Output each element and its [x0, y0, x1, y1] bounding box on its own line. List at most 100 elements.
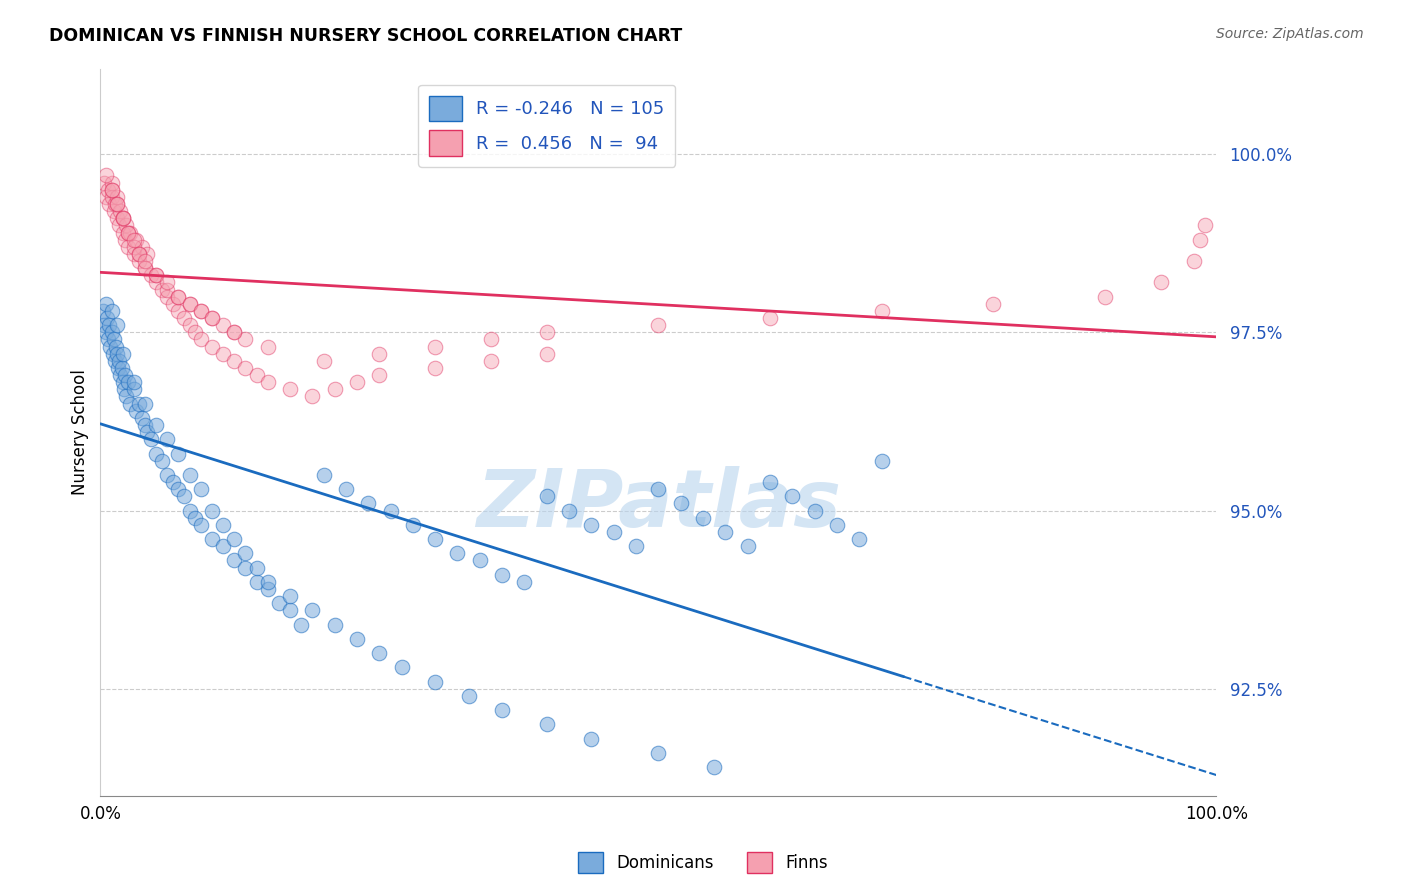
- Point: [335, 482, 357, 496]
- Point: [536, 489, 558, 503]
- Point: [128, 254, 150, 268]
- Point: [145, 276, 167, 290]
- Point: [278, 589, 301, 603]
- Point: [703, 760, 725, 774]
- Point: [368, 368, 391, 383]
- Point: [446, 546, 468, 560]
- Point: [103, 204, 125, 219]
- Point: [759, 311, 782, 326]
- Point: [105, 347, 128, 361]
- Point: [114, 233, 136, 247]
- Point: [94, 297, 117, 311]
- Point: [782, 489, 804, 503]
- Point: [647, 746, 669, 760]
- Point: [117, 376, 139, 390]
- Point: [848, 532, 870, 546]
- Point: [105, 211, 128, 226]
- Point: [201, 503, 224, 517]
- Point: [100, 183, 122, 197]
- Point: [536, 347, 558, 361]
- Point: [115, 389, 138, 403]
- Point: [101, 347, 124, 361]
- Point: [162, 297, 184, 311]
- Point: [312, 467, 335, 482]
- Point: [536, 326, 558, 340]
- Point: [201, 311, 224, 326]
- Point: [278, 383, 301, 397]
- Point: [346, 376, 368, 390]
- Point: [212, 318, 235, 333]
- Point: [93, 176, 115, 190]
- Point: [139, 432, 162, 446]
- Legend: Dominicans, Finns: Dominicans, Finns: [571, 846, 835, 880]
- Point: [105, 318, 128, 333]
- Point: [491, 703, 513, 717]
- Text: Source: ZipAtlas.com: Source: ZipAtlas.com: [1216, 27, 1364, 41]
- Point: [179, 318, 201, 333]
- Point: [134, 261, 156, 276]
- Point: [402, 517, 425, 532]
- Point: [104, 340, 127, 354]
- Point: [173, 489, 195, 503]
- Point: [278, 603, 301, 617]
- Point: [603, 524, 626, 539]
- Point: [491, 567, 513, 582]
- Point: [235, 361, 257, 376]
- Point: [93, 318, 115, 333]
- Point: [246, 560, 269, 574]
- Point: [323, 383, 346, 397]
- Point: [190, 333, 212, 347]
- Point: [108, 219, 131, 233]
- Point: [346, 632, 368, 646]
- Point: [105, 197, 128, 211]
- Point: [301, 389, 323, 403]
- Point: [513, 574, 536, 589]
- Point: [111, 347, 134, 361]
- Point: [179, 297, 201, 311]
- Point: [94, 326, 117, 340]
- Point: [111, 226, 134, 240]
- Point: [125, 233, 148, 247]
- Point: [111, 376, 134, 390]
- Point: [179, 467, 201, 482]
- Point: [122, 376, 145, 390]
- Point: [98, 197, 121, 211]
- Point: [134, 417, 156, 432]
- Point: [100, 190, 122, 204]
- Point: [145, 268, 167, 283]
- Point: [120, 226, 142, 240]
- Point: [156, 276, 179, 290]
- Point: [173, 311, 195, 326]
- Point: [98, 318, 121, 333]
- Point: [117, 226, 139, 240]
- Point: [536, 717, 558, 731]
- Point: [117, 240, 139, 254]
- Point: [104, 197, 127, 211]
- Point: [256, 340, 278, 354]
- Point: [97, 183, 120, 197]
- Point: [235, 546, 257, 560]
- Point: [224, 553, 246, 567]
- Point: [212, 347, 235, 361]
- Point: [425, 340, 447, 354]
- Point: [120, 396, 142, 410]
- Point: [479, 354, 502, 368]
- Point: [479, 333, 502, 347]
- Point: [391, 660, 413, 674]
- Point: [1149, 276, 1171, 290]
- Legend: R = -0.246   N = 105, R =  0.456   N =  94: R = -0.246 N = 105, R = 0.456 N = 94: [419, 85, 675, 167]
- Point: [235, 560, 257, 574]
- Point: [870, 453, 893, 467]
- Point: [1188, 233, 1211, 247]
- Point: [128, 247, 150, 261]
- Point: [136, 425, 159, 439]
- Point: [104, 354, 127, 368]
- Point: [167, 446, 190, 460]
- Point: [184, 326, 207, 340]
- Point: [301, 603, 323, 617]
- Point: [581, 517, 603, 532]
- Point: [179, 297, 201, 311]
- Point: [136, 247, 159, 261]
- Point: [150, 283, 173, 297]
- Point: [1194, 219, 1216, 233]
